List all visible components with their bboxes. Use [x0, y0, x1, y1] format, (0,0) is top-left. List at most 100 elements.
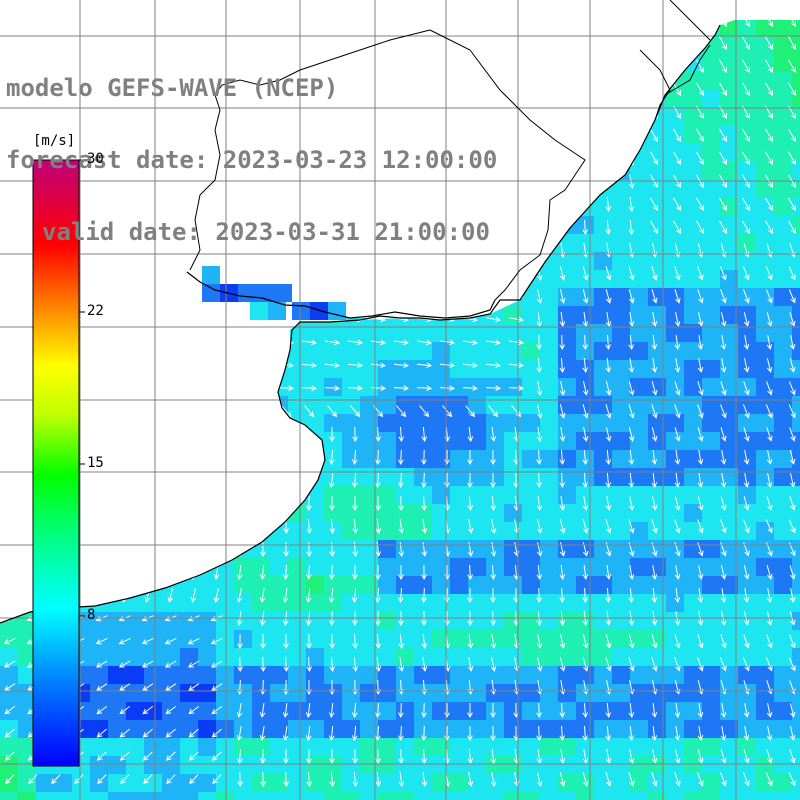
wind-arrow [283, 748, 289, 765]
wind-arrow [582, 266, 589, 281]
wind-arrow [398, 565, 404, 581]
field-cell [558, 324, 577, 343]
field-cell [468, 702, 487, 721]
field-cell [702, 20, 721, 37]
wind-arrow [628, 312, 635, 327]
field-cell [108, 414, 127, 433]
field-cell [720, 90, 739, 109]
field-cell [486, 720, 505, 739]
wind-arrow [559, 519, 566, 534]
wind-arrow [673, 220, 682, 234]
wind-arrow [142, 728, 153, 738]
wind-arrow [444, 472, 450, 489]
wind-arrow [628, 289, 635, 304]
field-cell [180, 396, 199, 415]
field-cell [324, 702, 343, 721]
field-cell [324, 432, 343, 451]
field-cell [90, 432, 109, 451]
field-cell [756, 180, 775, 199]
field-cell [360, 612, 379, 631]
field-cell [450, 432, 469, 451]
field-cell [792, 162, 800, 181]
wind-arrow [720, 289, 727, 304]
field-cell [252, 342, 271, 361]
wind-arrow [605, 20, 612, 28]
field-cell [450, 792, 469, 800]
wind-arrow [742, 128, 751, 142]
wind-arrow [188, 706, 200, 715]
wind-arrow [766, 473, 773, 488]
field-cell [396, 792, 415, 800]
field-cell [576, 180, 595, 199]
field-cell [324, 576, 343, 595]
field-cell [360, 432, 379, 451]
wind-arrow [651, 427, 658, 442]
field-cell [774, 234, 793, 253]
wind-arrow [144, 450, 151, 465]
field-cell [198, 0, 217, 19]
wind-arrow [766, 312, 773, 327]
wind-arrow [327, 405, 338, 418]
field-cell [738, 450, 757, 469]
field-cell [630, 414, 649, 433]
wind-arrow [213, 473, 220, 488]
field-cell [702, 342, 721, 361]
field-cell [288, 360, 307, 379]
field-cell [630, 144, 649, 163]
wind-arrow [210, 339, 225, 346]
wind-arrow [165, 20, 178, 26]
field-cell [198, 306, 217, 325]
wind-arrow [145, 518, 151, 535]
field-cell [450, 486, 469, 505]
field-cell [90, 702, 109, 721]
field-cell [378, 486, 397, 505]
wind-arrow [305, 564, 312, 581]
field-cell [342, 450, 361, 469]
wind-arrow [144, 426, 151, 443]
field-cell [144, 432, 163, 451]
field-cell [666, 216, 685, 235]
field-cell [180, 468, 199, 487]
field-cell [522, 414, 541, 433]
wind-arrow [765, 151, 774, 165]
wind-arrow [651, 312, 658, 327]
field-cell [324, 450, 343, 469]
field-cell [756, 450, 775, 469]
field-cell [612, 612, 631, 631]
field-cell [234, 504, 253, 523]
wind-arrow [51, 774, 61, 785]
field-cell [108, 450, 127, 469]
wind-arrow [485, 362, 502, 369]
field-cell [180, 738, 199, 757]
field-cell [252, 756, 271, 775]
field-cell [540, 414, 559, 433]
wind-arrow [788, 151, 797, 165]
border-line-4 [669, 0, 711, 41]
field-cell [270, 450, 289, 469]
field-cell [666, 20, 685, 37]
field-cell [306, 612, 325, 631]
field-cell [720, 36, 739, 55]
estuary-cell [250, 302, 268, 320]
wind-arrow [210, 637, 223, 645]
colorbar-label-22: 22 [87, 303, 104, 319]
field-cell [540, 108, 559, 127]
colorbar-label-8: 8 [87, 607, 96, 623]
field-cell [504, 72, 523, 91]
wind-arrow [121, 473, 128, 488]
wind-arrow [370, 362, 387, 369]
field-cell [774, 630, 793, 649]
wind-arrow [213, 495, 220, 512]
wind-arrow [696, 36, 705, 50]
field-cell [792, 198, 800, 217]
wind-arrow [536, 657, 543, 672]
field-cell [702, 558, 721, 577]
field-cell [720, 576, 739, 595]
field-cell [756, 36, 775, 55]
field-cell [270, 720, 289, 739]
field-cell [162, 756, 181, 775]
field-cell [252, 792, 271, 800]
wind-arrow [720, 519, 727, 534]
field-cell [738, 216, 757, 235]
wind-arrow [651, 587, 658, 604]
